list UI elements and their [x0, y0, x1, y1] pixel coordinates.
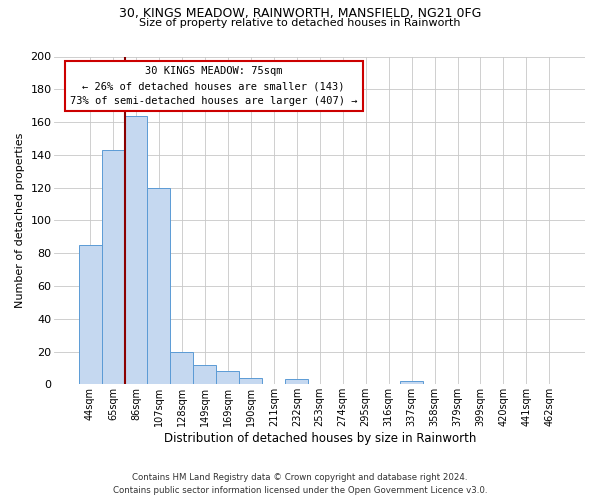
- Y-axis label: Number of detached properties: Number of detached properties: [15, 132, 25, 308]
- Bar: [217, 371, 239, 384]
- Bar: [101, 150, 125, 384]
- Text: Size of property relative to detached houses in Rainworth: Size of property relative to detached ho…: [139, 18, 461, 28]
- Bar: [79, 245, 101, 384]
- Text: 30, KINGS MEADOW, RAINWORTH, MANSFIELD, NG21 0FG: 30, KINGS MEADOW, RAINWORTH, MANSFIELD, …: [119, 8, 481, 20]
- Text: 30 KINGS MEADOW: 75sqm
← 26% of detached houses are smaller (143)
73% of semi-de: 30 KINGS MEADOW: 75sqm ← 26% of detached…: [70, 66, 358, 106]
- Text: Contains HM Land Registry data © Crown copyright and database right 2024.
Contai: Contains HM Land Registry data © Crown c…: [113, 474, 487, 495]
- Bar: [148, 188, 170, 384]
- Bar: [193, 364, 217, 384]
- Bar: [285, 380, 308, 384]
- Bar: [170, 352, 193, 384]
- Bar: [400, 381, 423, 384]
- Bar: [125, 116, 148, 384]
- Bar: [239, 378, 262, 384]
- X-axis label: Distribution of detached houses by size in Rainworth: Distribution of detached houses by size …: [164, 432, 476, 445]
